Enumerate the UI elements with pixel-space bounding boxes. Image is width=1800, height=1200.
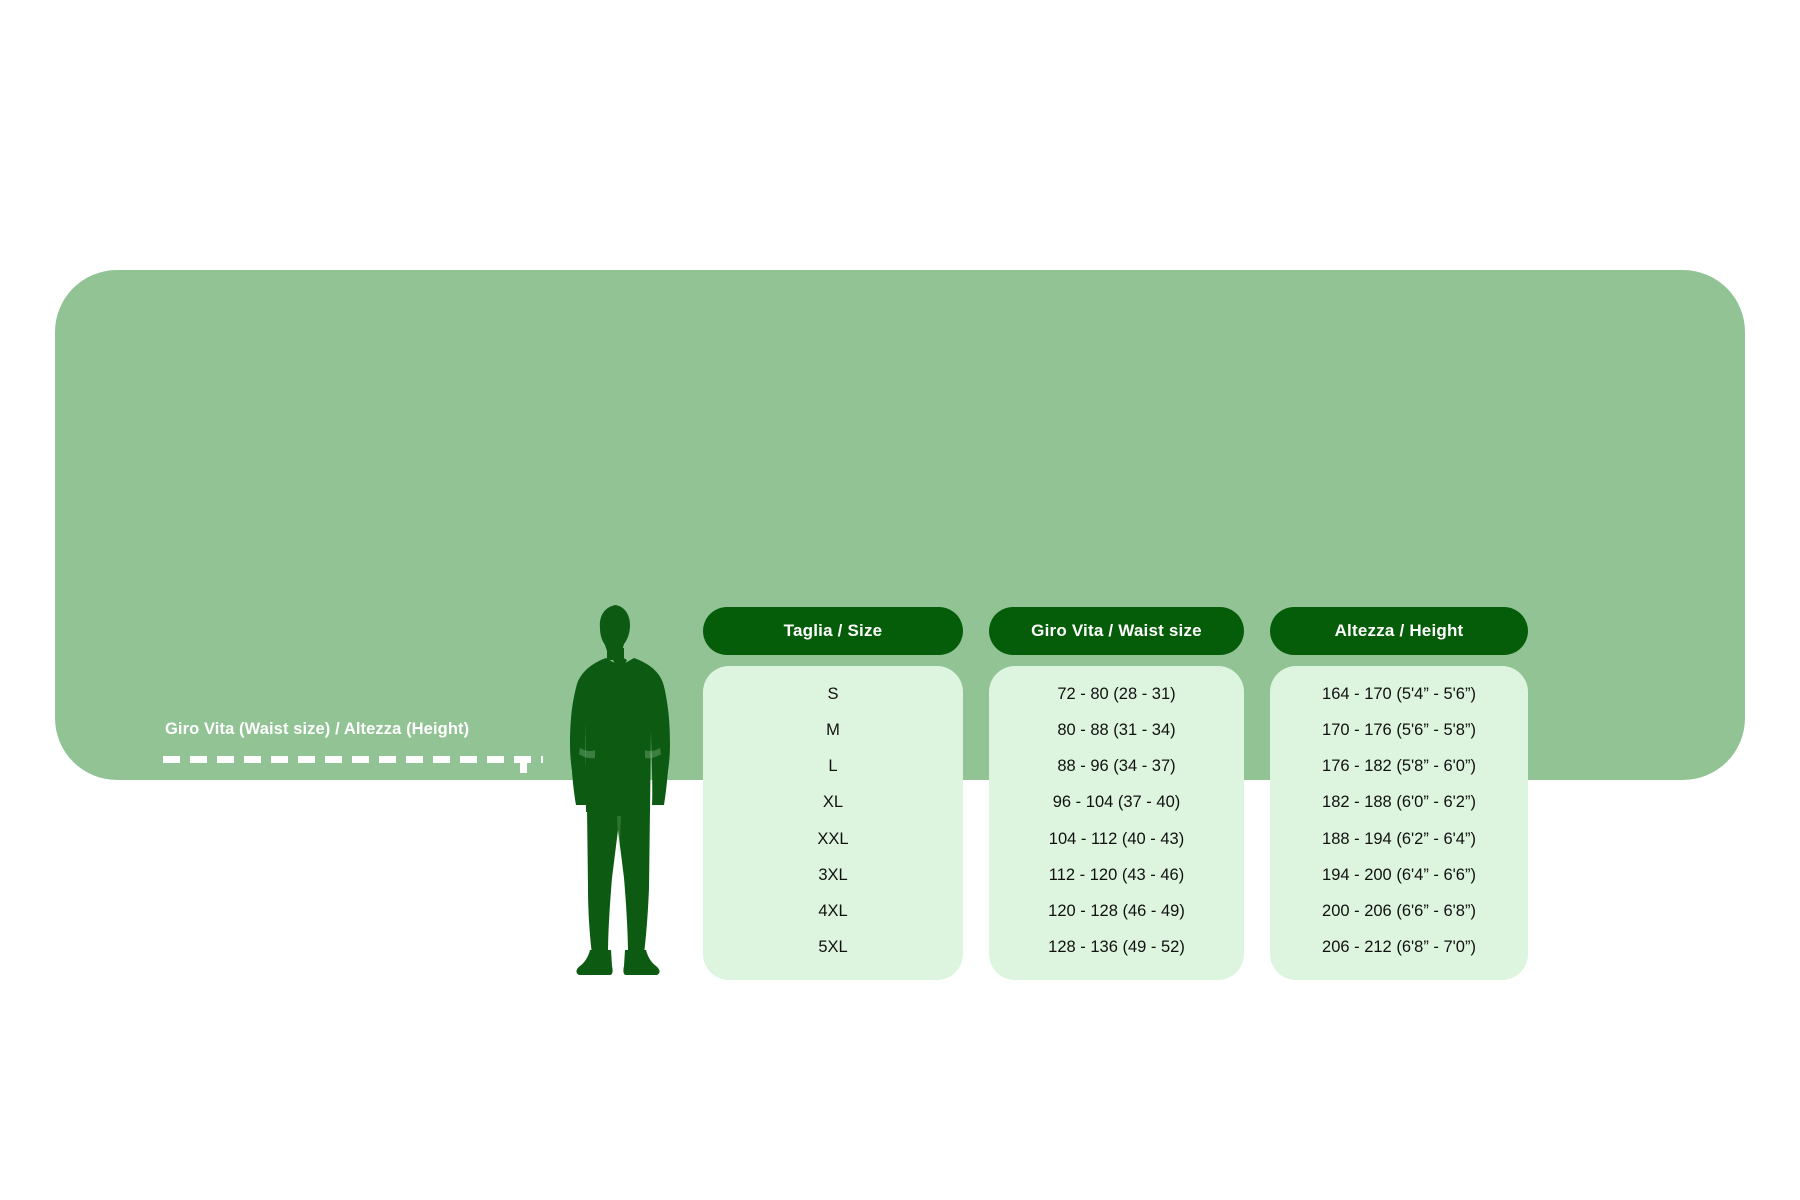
- cell-height: 164 - 170 (5'4” - 5'6”): [1322, 684, 1476, 703]
- cell-waist: 72 - 80 (28 - 31): [1057, 684, 1176, 703]
- column-body-waist: 72 - 80 (28 - 31) 80 - 88 (31 - 34) 88 -…: [989, 666, 1244, 980]
- cell-size: L: [828, 757, 838, 776]
- dashed-guide-horizontal-icon: [163, 756, 543, 763]
- column-size: Taglia / Size S M L XL XXL 3XL 4XL 5XL: [703, 607, 963, 980]
- column-body-size: S M L XL XXL 3XL 4XL 5XL: [703, 666, 963, 980]
- cell-size: XL: [822, 793, 844, 812]
- column-waist: Giro Vita / Waist size 72 - 80 (28 - 31)…: [989, 607, 1244, 980]
- cell-size: 3XL: [818, 865, 848, 884]
- measurement-label: Giro Vita (Waist size) / Altezza (Height…: [165, 720, 470, 738]
- man-silhouette-icon: [570, 605, 670, 975]
- cell-height: 194 - 200 (6'4” - 6'6”): [1322, 865, 1476, 884]
- cell-height: 206 - 212 (6'8” - 7'0”): [1322, 938, 1476, 957]
- size-table: Taglia / Size S M L XL XXL 3XL 4XL 5XL G…: [703, 607, 1528, 980]
- cell-waist: 88 - 96 (34 - 37): [1057, 757, 1176, 776]
- cell-height: 182 - 188 (6'0” - 6'2”): [1322, 793, 1476, 812]
- cell-height: 200 - 206 (6'6” - 6'8”): [1322, 902, 1476, 921]
- cell-waist: 120 - 128 (46 - 49): [1048, 902, 1185, 921]
- cell-size: M: [826, 720, 840, 739]
- size-chart-panel: Giro Vita (Waist size) / Altezza (Height…: [55, 270, 1745, 980]
- cell-height: 188 - 194 (6'2” - 6'4”): [1322, 829, 1476, 848]
- cell-waist: 112 - 120 (43 - 46): [1048, 865, 1185, 884]
- column-header-height: Altezza / Height: [1270, 607, 1528, 655]
- cell-size: 4XL: [818, 902, 848, 921]
- column-header-waist: Giro Vita / Waist size: [989, 607, 1244, 655]
- column-body-height: 164 - 170 (5'4” - 5'6”) 170 - 176 (5'6” …: [1270, 666, 1528, 980]
- cell-waist: 96 - 104 (37 - 40): [1052, 793, 1181, 812]
- dashed-guide-vertical-icon: [520, 756, 527, 978]
- cell-size: 5XL: [818, 938, 848, 957]
- cell-height: 176 - 182 (5'8” - 6'0”): [1322, 757, 1476, 776]
- column-height: Altezza / Height 164 - 170 (5'4” - 5'6”)…: [1270, 607, 1528, 980]
- cell-waist: 104 - 112 (40 - 43): [1048, 829, 1185, 848]
- cell-size: XXL: [817, 829, 849, 848]
- cell-waist: 80 - 88 (31 - 34): [1057, 720, 1176, 739]
- cell-waist: 128 - 136 (49 - 52): [1048, 938, 1185, 957]
- cell-size: S: [827, 684, 839, 703]
- cell-height: 170 - 176 (5'6” - 5'8”): [1322, 720, 1476, 739]
- column-header-size: Taglia / Size: [703, 607, 963, 655]
